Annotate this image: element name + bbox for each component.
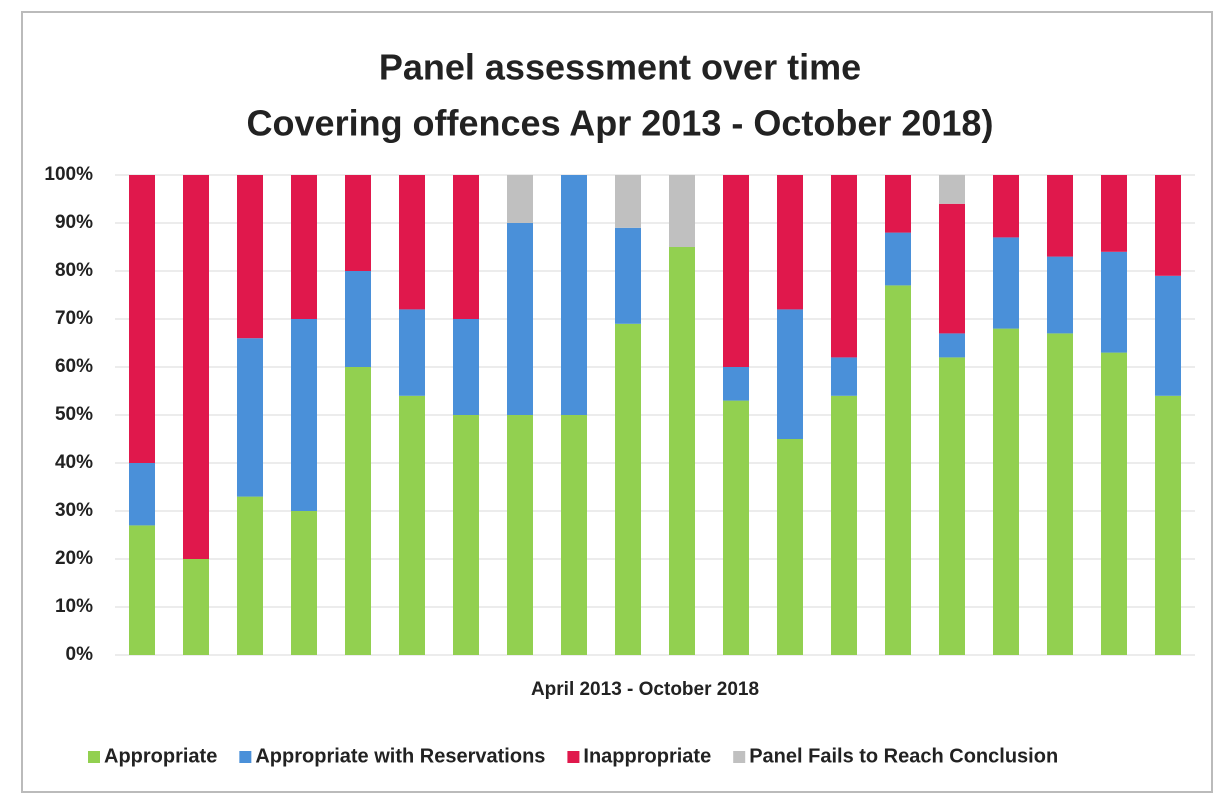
bar-segment [291,175,317,319]
bar-segment [1155,275,1181,396]
bar-segment [129,525,155,655]
y-tick-label: 0% [66,644,94,665]
y-tick-label: 40% [55,452,93,473]
bar-segment [939,203,965,334]
bar-segment [615,323,641,655]
legend-swatch [733,751,746,763]
chart-subtitle: Covering offences Apr 2013 - October 201… [247,103,994,144]
legend-label: Appropriate with Reservations [255,745,545,767]
bar-segment [129,463,155,526]
bar-segment [885,232,911,286]
chart-title: Panel assessment over time [379,47,861,88]
bar-segment [723,175,749,367]
bar-segment [399,309,425,396]
bar-segment [237,175,263,339]
y-tick-label: 70% [55,308,93,329]
bar-segment [453,415,479,655]
x-axis-label: April 2013 - October 2018 [531,679,759,700]
legend-label: Panel Fails to Reach Conclusion [749,745,1058,767]
bar-segment [939,175,965,204]
bar-segment [345,271,371,367]
legend-label: Appropriate [104,745,217,767]
bar-segment [183,175,209,559]
bar-segment [1047,333,1073,655]
bar-segment [291,511,317,655]
y-tick-label: 100% [44,164,93,185]
bar-segment [615,175,641,228]
legend-swatch [567,751,580,763]
bar-segment [885,285,911,655]
bar-segment [345,175,371,271]
bar-segment [993,328,1019,655]
bar-segment [777,175,803,310]
y-tick-label: 90% [55,212,93,233]
bar-segment [723,367,749,401]
bar-segment [831,357,857,396]
legend-swatch [239,751,252,763]
bar-segment [129,175,155,463]
bar-segment [939,333,965,358]
bar-segment [615,227,641,324]
bar-segment [993,237,1019,329]
y-tick-label: 80% [55,260,93,281]
y-tick-label: 30% [55,500,93,521]
y-tick-label: 20% [55,548,93,569]
bar-segment [561,175,587,415]
bar-segment [723,400,749,655]
y-tick-label: 50% [55,404,93,425]
bar-segment [291,319,317,511]
legend-label: Inappropriate [583,745,711,767]
bar-segment [885,175,911,233]
bar-segment [507,223,533,415]
bar-segment [237,496,263,655]
bar-segment [1101,251,1127,353]
bar-segment [399,395,425,655]
bar-segment [399,175,425,310]
legend-swatch [88,751,100,763]
bar-segment [831,175,857,358]
bar-segment [1155,395,1181,655]
bar-segment [1047,256,1073,334]
bar-segment [993,175,1019,238]
y-tick-label: 10% [55,596,93,617]
bar-segment [1101,175,1127,252]
bar-segment [507,415,533,655]
bar-segment [453,319,479,415]
bar-segment [777,439,803,655]
bar-segment [453,175,479,319]
bar-segment [1101,352,1127,655]
bar-segment [939,357,965,655]
bar-segment [831,395,857,655]
bar-segment [183,559,209,655]
bar-segment [237,338,263,497]
bar-segment [1047,175,1073,257]
bar-segment [507,175,533,223]
bar-segment [345,367,371,655]
bar-segment [561,415,587,655]
bar-segment [1155,175,1181,276]
bar-segment [669,175,695,247]
y-tick-label: 60% [55,356,93,377]
bar-segment [777,309,803,439]
bar-segment [669,247,695,655]
